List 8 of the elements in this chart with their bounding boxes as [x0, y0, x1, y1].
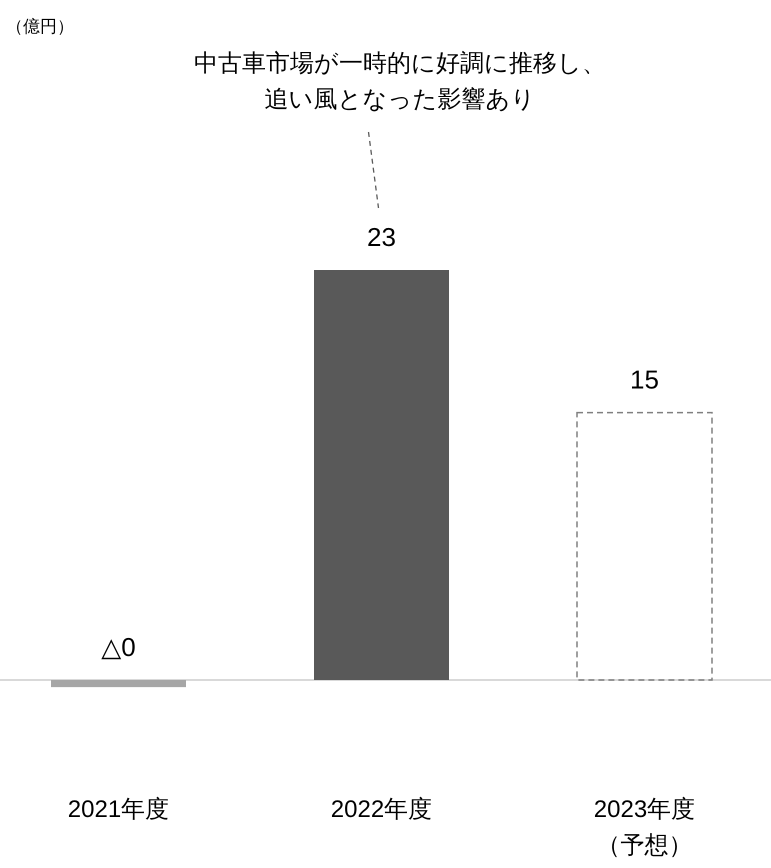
data-label: 23 — [367, 222, 396, 252]
text: （億円） — [6, 16, 75, 38]
x-tick-label: 2021年度 — [66, 795, 170, 825]
data-label: 15 — [630, 364, 659, 395]
text: 中古車市場が一時的に好調に推移し、追い風となった影響あり — [193, 49, 607, 115]
data-label: △0 — [101, 632, 136, 662]
x-tick-label: 2022年度 — [330, 795, 434, 825]
x-tick-label: 2023年度（予想） — [592, 795, 696, 861]
